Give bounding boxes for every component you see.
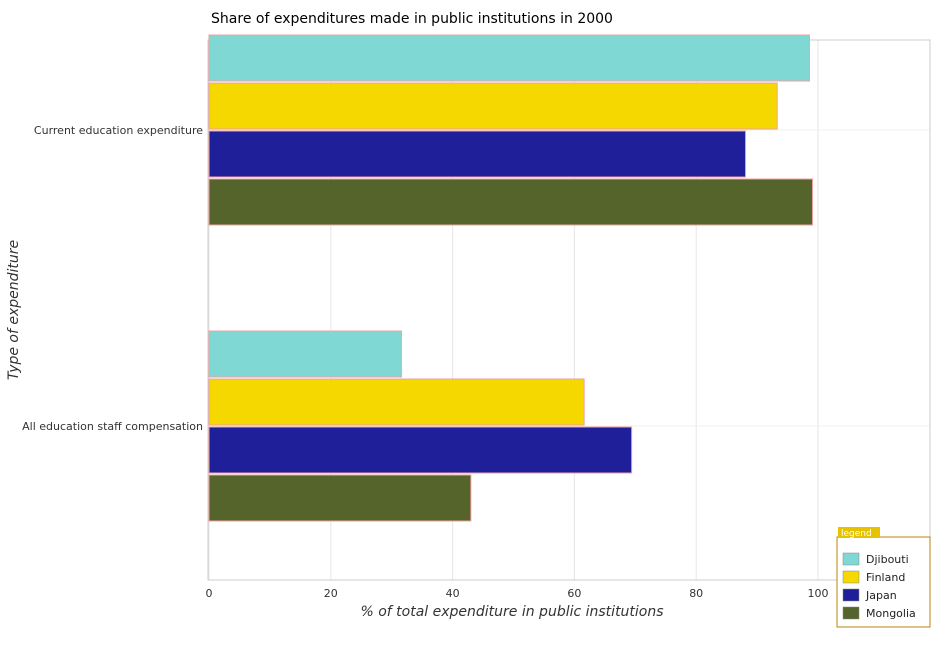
bars <box>208 34 814 522</box>
x-tick-label: 60 <box>567 587 581 600</box>
legend-label: Japan <box>865 589 897 602</box>
legend-label: Finland <box>866 571 905 584</box>
legend: legend Djibouti Finland Japan Mongolia <box>836 527 931 628</box>
legend-items: Djibouti Finland Japan Mongolia <box>842 552 916 620</box>
legend-swatch <box>842 570 860 584</box>
x-tick-label: 0 <box>206 587 213 600</box>
bar-japan <box>208 130 747 178</box>
legend-title: legend <box>841 529 872 539</box>
bar-mongolia <box>208 474 472 522</box>
legend-swatch <box>842 606 860 620</box>
y-category-label: Current education expenditure <box>34 124 203 137</box>
bar-mongolia <box>208 178 814 226</box>
legend-label: Djibouti <box>866 553 909 566</box>
bar-djibouti <box>208 34 810 82</box>
legend-title-bg <box>838 527 880 538</box>
x-tick-label: 80 <box>689 587 703 600</box>
bar-djibouti <box>208 330 402 378</box>
bar-finland <box>208 82 778 130</box>
y-axis-label: Type of expenditure <box>6 240 22 380</box>
x-tick-label: 100 <box>808 587 829 600</box>
x-tick-label: 20 <box>324 587 338 600</box>
y-category-label: All education staff compensation <box>22 420 203 433</box>
x-axis-label: % of total expenditure in public institu… <box>360 604 663 620</box>
legend-label: Mongolia <box>866 607 916 620</box>
x-tick-label: 40 <box>446 587 460 600</box>
legend-swatch <box>842 588 860 602</box>
bar-finland <box>208 378 585 426</box>
grid <box>208 40 930 580</box>
legend-swatch <box>842 552 860 566</box>
x-ticks: 0 20 40 60 80 100 <box>206 587 829 600</box>
bar-japan <box>208 426 633 474</box>
chart-title: Share of expenditures made in public ins… <box>211 11 613 27</box>
y-categories: All education staff compensation Current … <box>22 124 203 433</box>
